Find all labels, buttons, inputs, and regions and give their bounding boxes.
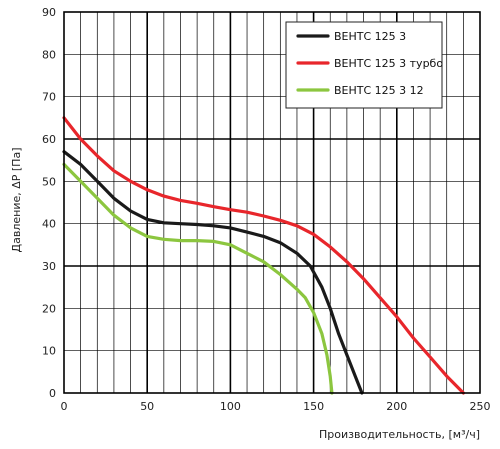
y-tick-label: 30 xyxy=(42,260,56,273)
y-tick-label: 50 xyxy=(42,175,56,188)
legend-label-1: ВЕНТС 125 3 турбо xyxy=(334,57,443,70)
y-tick-label: 70 xyxy=(42,91,56,104)
plot-border xyxy=(63,11,481,394)
y-tick-label: 20 xyxy=(42,302,56,315)
x-tick-label: 0 xyxy=(61,400,68,413)
x-tick-labels: 0 50 100 150 200 250 xyxy=(61,400,491,413)
x-axis-label: Производительность, [м³/ч] xyxy=(319,428,480,441)
y-tick-label: 40 xyxy=(42,218,56,231)
x-tick-label: 150 xyxy=(303,400,324,413)
series-line-2 xyxy=(62,162,334,395)
major-grid xyxy=(64,12,480,393)
y-tick-label: 0 xyxy=(49,387,56,400)
legend-label-2: ВЕНТС 125 3 12 xyxy=(334,84,424,97)
x-tick-label: 50 xyxy=(140,400,154,413)
x-tick-label: 250 xyxy=(470,400,491,413)
y-tick-label: 80 xyxy=(42,48,56,61)
y-tick-labels: 0 10 20 30 40 50 60 70 80 90 xyxy=(42,6,56,400)
series-line-1 xyxy=(62,116,465,395)
x-tick-label: 100 xyxy=(220,400,241,413)
x-tick-label: 200 xyxy=(386,400,407,413)
y-axis-label: Давление, ΔP [Па] xyxy=(10,148,23,253)
series-lines xyxy=(62,116,465,395)
y-tick-label: 10 xyxy=(42,345,56,358)
series-line-0 xyxy=(62,150,364,395)
y-tick-label: 60 xyxy=(42,133,56,146)
y-tick-label: 90 xyxy=(42,6,56,19)
legend-label-0: ВЕНТС 125 3 xyxy=(334,30,406,43)
legend: ВЕНТС 125 3 ВЕНТС 125 3 турбо ВЕНТС 125 3 … xyxy=(285,21,443,109)
plot-frame xyxy=(63,11,481,394)
